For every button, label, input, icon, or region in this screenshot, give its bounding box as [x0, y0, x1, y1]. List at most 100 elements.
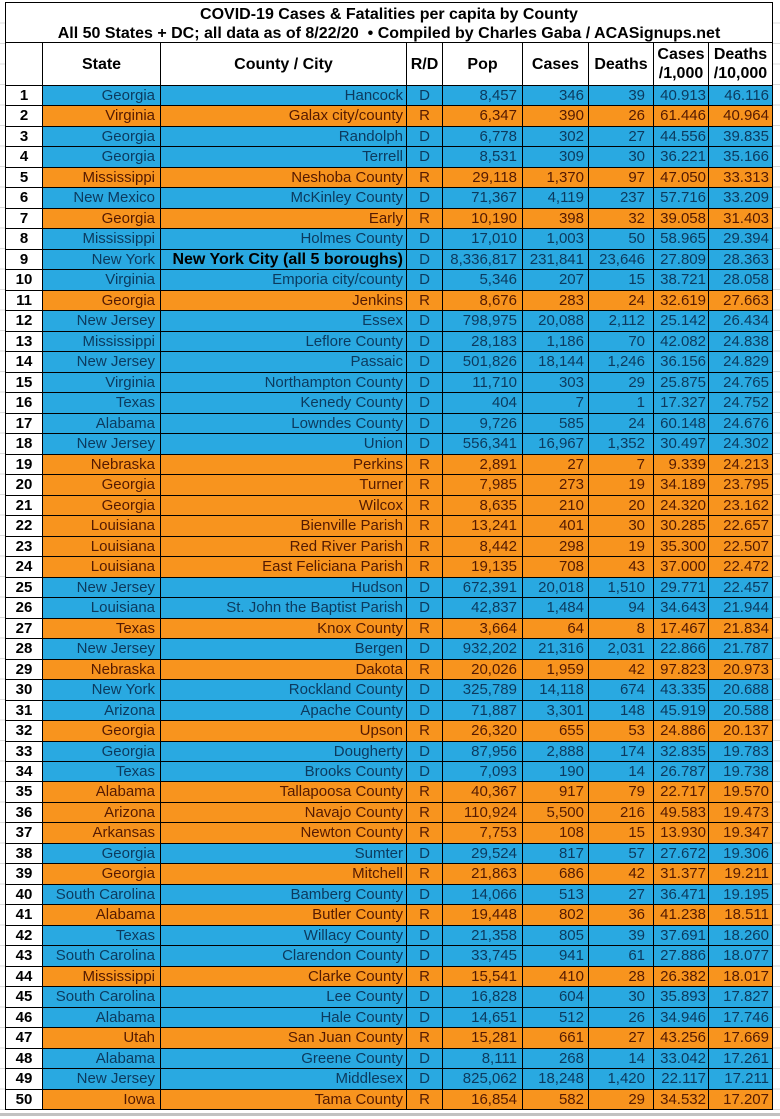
- cell-cases-per-1000: 30.285: [654, 516, 709, 536]
- cell-deaths: 39: [589, 86, 654, 106]
- cell-state: South Carolina: [43, 987, 161, 1007]
- cell-cases-per-1000: 37.691: [654, 925, 709, 946]
- table-row: 23 Louisiana Red River Parish R 8,442 29…: [6, 536, 772, 558]
- cell-pop: 6,778: [443, 126, 523, 147]
- cell-cases: 21,316: [523, 639, 589, 659]
- cell-deaths-per-10000: 24.829: [709, 352, 772, 372]
- cell-cases: 18,144: [523, 352, 589, 372]
- cell-cases-per-1000: 26.382: [654, 966, 709, 987]
- cell-rank: 40: [6, 884, 43, 905]
- cell-party: R: [407, 290, 443, 311]
- cell-cases-per-1000: 44.556: [654, 126, 709, 147]
- header-cases-per-1000: Cases/1,000: [654, 43, 709, 85]
- cell-deaths: 24: [589, 413, 654, 434]
- cell-county: Apache County: [161, 700, 407, 721]
- cell-rank: 34: [6, 761, 43, 782]
- cell-rank: 30: [6, 680, 43, 700]
- cell-cases: 18,248: [523, 1069, 589, 1089]
- cell-county: Lowndes County: [161, 413, 407, 434]
- cell-party: R: [407, 208, 443, 229]
- cell-deaths: 2,031: [589, 639, 654, 659]
- table-row: 7 Georgia Early R 10,190 398 32 39.058 3…: [6, 208, 772, 230]
- cell-party: R: [407, 659, 443, 680]
- cell-county: Emporia city/county: [161, 270, 407, 290]
- cell-rank: 7: [6, 208, 43, 229]
- cell-state: Georgia: [43, 475, 161, 495]
- cell-cases-per-1000: 24.886: [654, 721, 709, 741]
- cell-deaths-per-10000: 28.058: [709, 270, 772, 290]
- cell-pop: 14,066: [443, 884, 523, 905]
- table-row: 45 South Carolina Lee County D 16,828 60…: [6, 987, 772, 1008]
- cell-party: D: [407, 639, 443, 659]
- cell-deaths: 61: [589, 946, 654, 966]
- cell-state: Arizona: [43, 802, 161, 823]
- cell-cases-per-1000: 58.965: [654, 229, 709, 249]
- cell-state: Texas: [43, 393, 161, 413]
- cell-deaths-per-10000: 26.434: [709, 311, 772, 331]
- cell-county: Wilcox: [161, 495, 407, 516]
- cell-cases: 283: [523, 290, 589, 311]
- cell-cases: 805: [523, 925, 589, 946]
- cell-party: R: [407, 864, 443, 884]
- cell-pop: 15,281: [443, 1028, 523, 1048]
- cell-cases-per-1000: 42.082: [654, 331, 709, 352]
- cell-deaths-per-10000: 18.511: [709, 905, 772, 925]
- cell-state: Georgia: [43, 741, 161, 761]
- cell-state: New Jersey: [43, 1069, 161, 1089]
- cell-rank: 16: [6, 393, 43, 413]
- table-row: 38 Georgia Sumter D 29,524 817 57 27.672…: [6, 843, 772, 865]
- cell-pop: 14,651: [443, 1007, 523, 1028]
- cell-deaths: 32: [589, 208, 654, 229]
- cell-party: D: [407, 270, 443, 290]
- cell-pop: 29,524: [443, 843, 523, 864]
- cell-deaths: 50: [589, 229, 654, 249]
- table-body: 1 Georgia Hancock D 8,457 346 39 40.913 …: [6, 86, 772, 1111]
- cell-party: D: [407, 147, 443, 167]
- cell-county: Upson: [161, 721, 407, 741]
- cell-party: D: [407, 188, 443, 208]
- cell-pop: 932,202: [443, 639, 523, 659]
- cell-cases: 513: [523, 884, 589, 905]
- cell-pop: 13,241: [443, 516, 523, 536]
- cell-rank: 20: [6, 475, 43, 495]
- table-row: 36 Arizona Navajo County R 110,924 5,500…: [6, 802, 772, 824]
- cell-party: D: [407, 925, 443, 946]
- cell-cases-per-1000: 45.919: [654, 700, 709, 721]
- cell-deaths-per-10000: 35.166: [709, 147, 772, 167]
- cell-state: Georgia: [43, 208, 161, 229]
- cell-cases: 661: [523, 1028, 589, 1048]
- cell-county: Northampton County: [161, 372, 407, 393]
- table-title-block: COVID-19 Cases & Fatalities per capita b…: [6, 3, 772, 43]
- cell-pop: 19,448: [443, 905, 523, 925]
- cell-deaths: 674: [589, 680, 654, 700]
- cell-deaths: 27: [589, 884, 654, 905]
- cell-deaths-per-10000: 19.306: [709, 843, 772, 864]
- cell-state: Louisiana: [43, 598, 161, 618]
- cell-pop: 556,341: [443, 434, 523, 454]
- cell-cases-per-1000: 17.467: [654, 618, 709, 639]
- header-pop: Pop: [443, 43, 523, 85]
- cell-deaths-per-10000: 22.507: [709, 536, 772, 557]
- table-row: 50 Iowa Tama County R 16,854 582 29 34.5…: [6, 1089, 772, 1111]
- cell-state: Louisiana: [43, 536, 161, 557]
- table-row: 18 New Jersey Union D 556,341 16,967 1,3…: [6, 434, 772, 455]
- table-row: 4 Georgia Terrell D 8,531 309 30 36.221 …: [6, 147, 772, 168]
- cell-party: D: [407, 393, 443, 413]
- cell-county: Brooks County: [161, 761, 407, 782]
- cell-rank: 23: [6, 536, 43, 557]
- cell-deaths: 174: [589, 741, 654, 761]
- cell-pop: 8,111: [443, 1048, 523, 1069]
- cell-cases: 655: [523, 721, 589, 741]
- cell-cases: 1,484: [523, 598, 589, 618]
- sheet-gridline-ticks-right: [773, 3, 780, 1111]
- cell-deaths-per-10000: 46.116: [709, 86, 772, 106]
- cell-cases-per-1000: 34.189: [654, 475, 709, 495]
- cell-county: Clarendon County: [161, 946, 407, 966]
- table-title: COVID-19 Cases & Fatalities per capita b…: [200, 6, 578, 23]
- table-row: 14 New Jersey Passaic D 501,826 18,144 1…: [6, 352, 772, 373]
- cell-deaths-per-10000: 24.838: [709, 331, 772, 352]
- cell-state: Georgia: [43, 86, 161, 106]
- table-row: 12 New Jersey Essex D 798,975 20,088 2,1…: [6, 311, 772, 332]
- cell-cases-per-1000: 39.058: [654, 208, 709, 229]
